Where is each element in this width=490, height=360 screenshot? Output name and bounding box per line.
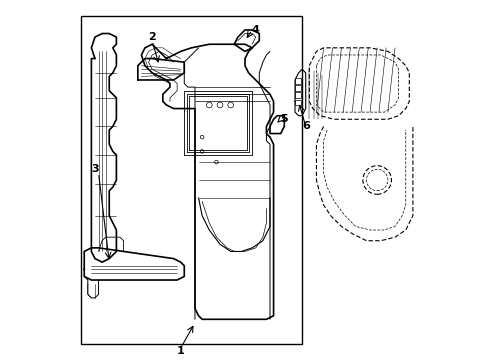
Bar xyxy=(81,16,302,344)
Text: 2: 2 xyxy=(148,32,156,42)
Bar xyxy=(295,78,301,84)
Text: 5: 5 xyxy=(280,114,288,124)
Text: 4: 4 xyxy=(252,25,260,35)
Text: 6: 6 xyxy=(302,121,310,131)
Text: 1: 1 xyxy=(177,346,185,356)
Bar xyxy=(295,100,301,105)
Bar xyxy=(295,85,301,91)
Bar xyxy=(295,93,301,98)
Text: 3: 3 xyxy=(91,164,99,174)
